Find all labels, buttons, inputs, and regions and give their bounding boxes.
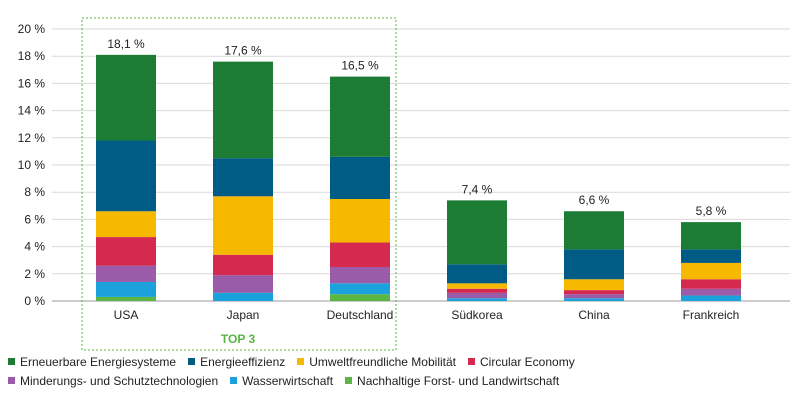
bar-total-label: 5,8 %: [696, 204, 727, 218]
bar-segment: [564, 290, 624, 295]
bar-segment: [447, 288, 507, 293]
legend-swatch: [188, 358, 196, 365]
y-axis-ticks: 0 % 2 % 4 % 6 % 8 % 10 % 12 % 14 % 16 % 18 % 20 %: [18, 22, 46, 308]
y-tick-label: 2 %: [24, 267, 45, 281]
bar-segment: [330, 76, 390, 157]
bar-segment: [213, 196, 273, 255]
bar-segment: [447, 298, 507, 301]
y-tick-label: 16 %: [18, 76, 46, 90]
bar-segment: [213, 61, 273, 159]
bar-segment: [330, 242, 390, 267]
legend-row: Erneuerbare Energiesysteme Energieeffizie…: [8, 355, 793, 374]
bar-segment: [681, 249, 741, 263]
legend-label: Energieeffizienz: [200, 355, 286, 369]
bar-segment: [330, 294, 390, 301]
legend-swatch: [468, 358, 475, 365]
legend-label: Circular Economy: [480, 355, 575, 369]
legend: Erneuerbare Energiesysteme Energieeffizie…: [8, 355, 793, 393]
legend-label: Nachhaltige Forst- und Landwirtschaft: [357, 374, 560, 388]
legend-item: Nachhaltige Forst- und Landwirtschaft: [345, 374, 559, 388]
legend-swatch: [230, 377, 238, 384]
x-category-label: Japan: [227, 308, 260, 322]
bar-segment: [564, 279, 624, 291]
bar-segment: [330, 267, 390, 284]
y-tick-label: 18 %: [18, 49, 46, 63]
bar-segment: [447, 292, 507, 299]
bar-segment: [447, 283, 507, 289]
bar-segment: [96, 140, 156, 212]
bar-segment: [213, 275, 273, 293]
y-tick-label: 6 %: [24, 212, 45, 226]
bar-segment: [96, 211, 156, 238]
legend-swatch: [297, 358, 305, 365]
bar-total-label: 18,1 %: [107, 37, 145, 51]
legend-item: Erneuerbare Energiesysteme: [8, 355, 176, 369]
y-tick-label: 4 %: [24, 240, 45, 254]
bar-segment: [330, 156, 390, 199]
bar-segment: [213, 254, 273, 276]
x-category-label: Deutschland: [327, 308, 394, 322]
bar-total-label: 7,4 %: [462, 182, 493, 196]
legend-item: Minderungs- und Schutztechnologien: [8, 374, 218, 388]
bar-segment: [681, 279, 741, 289]
legend-item: Circular Economy: [468, 355, 575, 369]
bar-segment: [213, 292, 273, 301]
bar-segment: [447, 200, 507, 265]
y-tick-label: 0 %: [24, 294, 45, 308]
bar-segment: [681, 295, 741, 301]
bar-segment: [96, 265, 156, 282]
bar-total-label: 17,6 %: [224, 44, 262, 58]
legend-label: Umweltfreundliche Mobilität: [309, 355, 456, 369]
y-tick-label: 20 %: [18, 22, 46, 36]
bar-segment: [564, 298, 624, 301]
bar-segment: [96, 296, 156, 301]
y-tick-label: 10 %: [18, 158, 46, 172]
legend-label: Wasserwirtschaft: [242, 374, 334, 388]
y-tick-label: 12 %: [18, 131, 46, 145]
y-tick-label: 8 %: [24, 185, 45, 199]
bar-segment: [564, 249, 624, 280]
bars: [96, 54, 741, 301]
x-category-label: USA: [114, 308, 139, 322]
bar-segment: [681, 222, 741, 250]
bar-segment: [213, 158, 273, 197]
bar-segment: [96, 54, 156, 141]
bar-segment: [96, 281, 156, 297]
bar-segment: [564, 294, 624, 299]
y-tick-label: 14 %: [18, 104, 46, 118]
x-category-label: Frankreich: [683, 308, 740, 322]
bar-segment: [564, 211, 624, 250]
stacked-bar-chart: 0 %2 %4 %6 %8 %10 %12 %14 %16 %18 %20 % …: [18, 17, 790, 351]
legend-item: Umweltfreundliche Mobilität: [297, 355, 456, 369]
legend-row: Minderungs- und Schutztechnologien Wasser…: [8, 374, 793, 393]
bar-total-label: 6,6 %: [579, 193, 610, 207]
legend-swatch: [8, 358, 15, 365]
bar-segment: [681, 288, 741, 296]
bar-segment: [330, 199, 390, 243]
x-category-label: Südkorea: [451, 308, 503, 322]
legend-label: Erneuerbare Energiesysteme: [20, 355, 177, 369]
legend-label: Minderungs- und Schutztechnologien: [20, 374, 219, 388]
legend-swatch: [8, 377, 15, 384]
legend-item: Wasserwirtschaft: [230, 374, 333, 388]
top3-highlight-box: [81, 17, 397, 351]
bar-segment: [681, 262, 741, 280]
x-category-label: China: [578, 308, 610, 322]
legend-item: Energieeffizienz: [188, 355, 285, 369]
bar-segment: [330, 283, 390, 295]
bar-total-label: 16,5 %: [341, 59, 379, 73]
gridlines: [52, 28, 790, 302]
legend-swatch: [345, 377, 353, 384]
top3-label: TOP 3: [221, 332, 256, 346]
bar-segment: [96, 237, 156, 266]
bar-labels: 18,1 % USA 17,6 % Japan 16,5 % Deutschland 7,4…: [107, 37, 739, 322]
bar-segment: [447, 264, 507, 284]
